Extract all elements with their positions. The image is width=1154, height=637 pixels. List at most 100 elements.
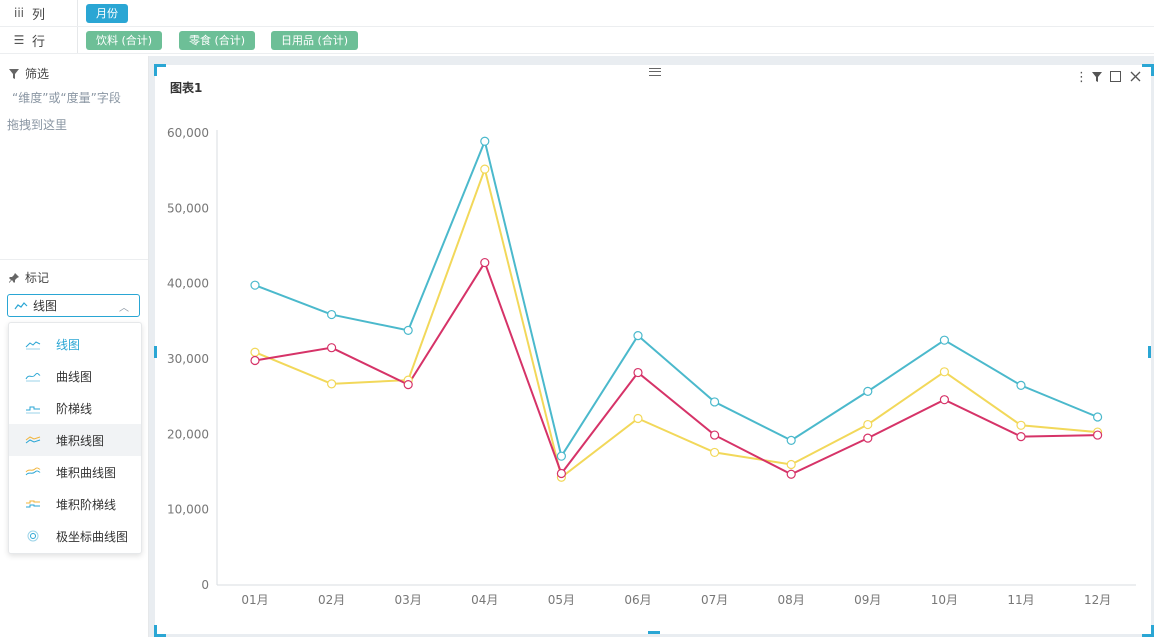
data-point-1 (250, 347, 260, 357)
mark-type-dropdown: 线图 曲线图 阶梯线 堆积线图 堆积曲线图 堆积阶梯线 极坐标曲线图 (8, 322, 142, 554)
data-point-1 (1016, 420, 1026, 430)
pin-icon (9, 272, 19, 283)
data-point-2 (250, 355, 260, 366)
y-tick-label: 30,000 (167, 352, 209, 366)
row-pill-daily[interactable]: 日用品 (合计) (271, 31, 359, 50)
data-point-0 (327, 309, 337, 320)
filter-hint: “维度”或“度量”字段 (12, 91, 121, 105)
data-point-2 (633, 367, 643, 378)
marks-section-title: 标记 (8, 269, 49, 286)
y-tick-label: 60,000 (167, 126, 209, 140)
data-point-1 (633, 413, 643, 424)
row-pill-snacks[interactable]: 零食 (合计) (179, 31, 256, 50)
stacked-curve-icon (25, 467, 41, 476)
data-point-1 (863, 419, 873, 430)
mark-type-select[interactable]: 线图 ︿ (7, 294, 140, 317)
x-tick-label: 09月 (854, 593, 881, 607)
data-point-0 (250, 280, 260, 290)
x-tick-label: 10月 (931, 593, 958, 607)
option-stacked-curve[interactable]: 堆积曲线图 (9, 456, 141, 488)
data-point-2 (786, 469, 796, 479)
x-tick-label: 12月 (1084, 593, 1111, 607)
columns-icon: iii (13, 6, 24, 20)
data-point-2 (327, 343, 337, 353)
data-point-2 (1092, 430, 1103, 440)
data-point-1 (939, 367, 950, 377)
filter-icon (9, 68, 19, 79)
data-point-0 (403, 325, 413, 335)
x-tick-label: 01月 (241, 593, 268, 607)
rows-icon: ☰ (13, 33, 25, 47)
data-point-2 (939, 395, 950, 405)
series-line-2 (254, 260, 1098, 476)
x-tick-label: 07月 (701, 593, 728, 607)
data-point-1 (709, 447, 720, 458)
resize-handle-br[interactable] (1142, 625, 1154, 637)
chart-title: 图表1 (170, 81, 203, 95)
data-point-1 (480, 164, 490, 174)
data-point-0 (1092, 412, 1103, 422)
x-tick-label: 08月 (778, 593, 805, 607)
y-tick-label: 50,000 (167, 201, 209, 215)
data-point-0 (939, 335, 950, 345)
y-tick-label: 40,000 (167, 277, 209, 291)
x-tick-label: 04月 (471, 593, 498, 607)
curve-chart-icon (25, 372, 41, 382)
more-options-icon[interactable]: ⋮ (1075, 70, 1088, 85)
data-point-0 (863, 386, 873, 396)
data-point-2 (480, 257, 490, 268)
maximize-icon[interactable] (1110, 71, 1121, 82)
data-point-2 (863, 433, 873, 443)
data-point-0 (480, 136, 490, 146)
data-point-0 (556, 451, 567, 461)
stacked-step-icon (26, 500, 40, 508)
y-tick-label: 20,000 (167, 427, 209, 441)
x-tick-label: 03月 (395, 593, 422, 607)
filter-icon[interactable] (1091, 71, 1103, 83)
data-point-0 (786, 435, 796, 445)
data-point-2 (1016, 431, 1026, 442)
option-polar-curve[interactable]: 极坐标曲线图 (9, 520, 141, 552)
option-curve[interactable]: 曲线图 (9, 360, 141, 392)
option-step[interactable]: 阶梯线 (9, 392, 141, 424)
column-pill-month[interactable]: 月份 (86, 4, 128, 23)
resize-handle-tl[interactable] (154, 64, 166, 76)
x-tick-label: 05月 (548, 593, 575, 607)
option-line[interactable]: 线图 (9, 328, 141, 360)
row-pill-drinks[interactable]: 饮料 (合计) (86, 31, 163, 50)
x-tick-label: 02月 (318, 593, 345, 607)
filter-drop-hint[interactable]: 拖拽到这里 (7, 118, 68, 132)
line-chart-icon (25, 341, 41, 350)
resize-handle-left[interactable] (154, 346, 157, 358)
columns-shelf: iii 列 月份 (0, 0, 1154, 27)
rows-shelf: ☰ 行 饮料 (合计) 零食 (合计) 日用品 (合计) (0, 27, 1154, 54)
option-stacked-step[interactable]: 堆积阶梯线 (9, 488, 141, 520)
rows-shelf-label: ☰ 行 (0, 27, 78, 53)
data-point-1 (327, 379, 337, 389)
data-point-1 (786, 459, 796, 470)
y-tick-label: 0 (201, 578, 209, 592)
stacked-line-icon (25, 436, 41, 444)
data-point-2 (403, 380, 413, 390)
close-icon[interactable] (1130, 71, 1141, 82)
filter-section-title: 筛选 (8, 65, 49, 82)
x-tick-label: 06月 (624, 593, 651, 607)
data-point-0 (709, 397, 720, 407)
columns-shelf-label: iii 列 (0, 0, 78, 26)
resize-handle-right[interactable] (1148, 346, 1151, 358)
y-tick-label: 10,000 (167, 503, 209, 517)
chevron-up-icon: ︿ (119, 303, 129, 314)
left-panel: 筛选 “维度”或“度量”字段 拖拽到这里 标记 线图 ︿ 线图 曲线图 阶梯线 … (0, 56, 149, 637)
option-stacked-line[interactable]: 堆积线图 (9, 424, 141, 456)
series-line-0 (254, 138, 1098, 459)
data-point-0 (633, 331, 643, 341)
polar-chart-icon (27, 530, 39, 542)
line-chart-icon (14, 301, 28, 309)
resize-handle-tr[interactable] (1142, 64, 1154, 76)
x-tick-label: 11月 (1007, 593, 1034, 607)
resize-handle-bl[interactable] (154, 625, 166, 637)
drag-handle-icon[interactable] (649, 68, 661, 76)
resize-handle-bottom[interactable] (648, 631, 660, 634)
series-line-1 (254, 165, 1098, 479)
